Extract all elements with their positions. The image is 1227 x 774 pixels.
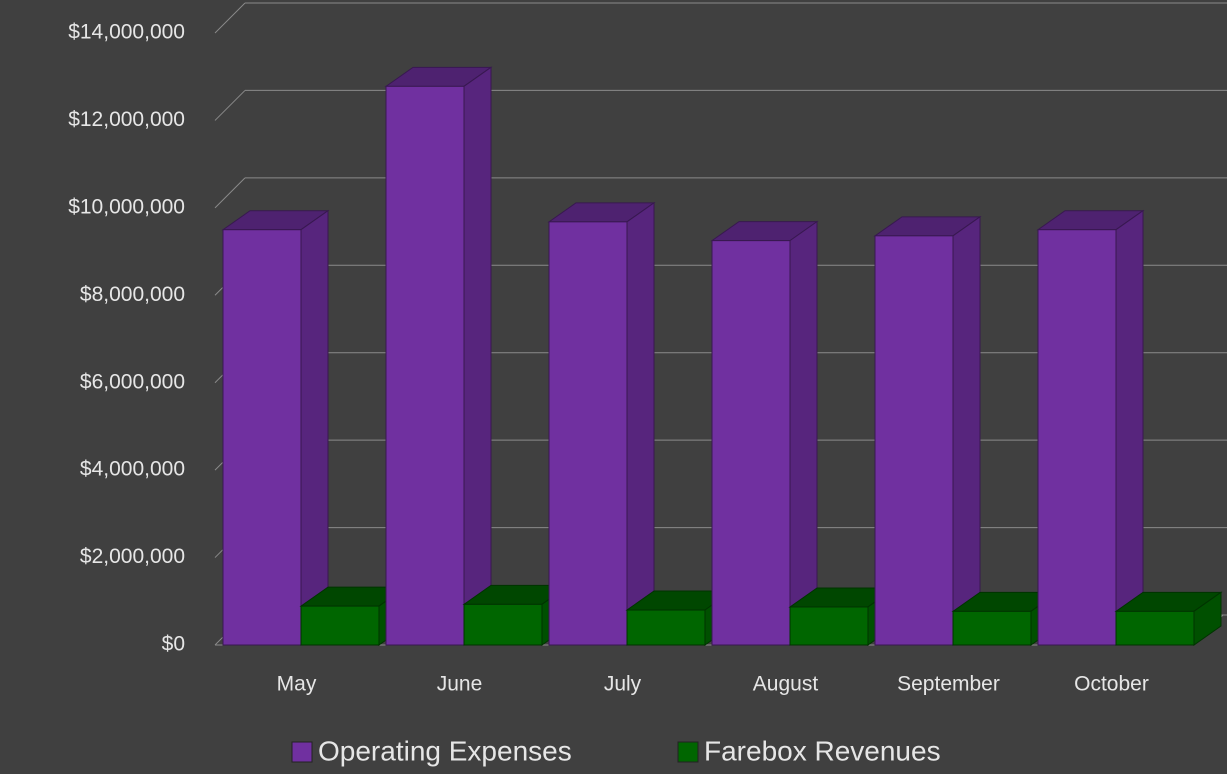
- bar-side: [952, 215, 981, 646]
- bar: [874, 235, 954, 646]
- y-tick-label: $0: [162, 633, 185, 656]
- y-tick-label: $12,000,000: [68, 108, 185, 131]
- y-tick-label: $2,000,000: [80, 545, 185, 568]
- bar: [1037, 229, 1117, 646]
- bar-side: [626, 201, 655, 646]
- bar: [385, 85, 465, 646]
- y-tick-label: $8,000,000: [80, 283, 185, 306]
- x-tick-label: June: [437, 673, 483, 696]
- x-tick-label: October: [1074, 673, 1149, 696]
- grid-line: [214, 2, 246, 34]
- x-tick-label: May: [277, 673, 317, 696]
- bar: [626, 609, 706, 646]
- legend-swatch: [291, 741, 313, 763]
- bar-side: [463, 66, 492, 646]
- bar: [463, 603, 543, 646]
- bar: [222, 229, 302, 646]
- y-tick-label: $4,000,000: [80, 458, 185, 481]
- x-tick-label: September: [897, 673, 1000, 696]
- bar: [952, 610, 1032, 646]
- bar: [711, 240, 791, 646]
- y-tick-label: $10,000,000: [68, 195, 185, 218]
- bar-side: [1115, 209, 1144, 646]
- legend-label: Farebox Revenues: [704, 735, 941, 766]
- y-tick-label: $14,000,000: [68, 21, 185, 44]
- grid-line: [214, 90, 246, 121]
- x-tick-label: July: [604, 673, 642, 696]
- legend-label: Operating Expenses: [318, 735, 572, 766]
- x-tick-label: August: [753, 673, 819, 696]
- y-tick-label: $6,000,000: [80, 370, 185, 393]
- bar: [300, 605, 380, 646]
- bar: [789, 606, 869, 646]
- bar-side: [789, 220, 818, 646]
- bar-side: [300, 209, 329, 646]
- bar: [548, 221, 628, 646]
- legend-swatch: [677, 741, 699, 763]
- bar: [1115, 610, 1195, 646]
- grid-line: [214, 177, 246, 209]
